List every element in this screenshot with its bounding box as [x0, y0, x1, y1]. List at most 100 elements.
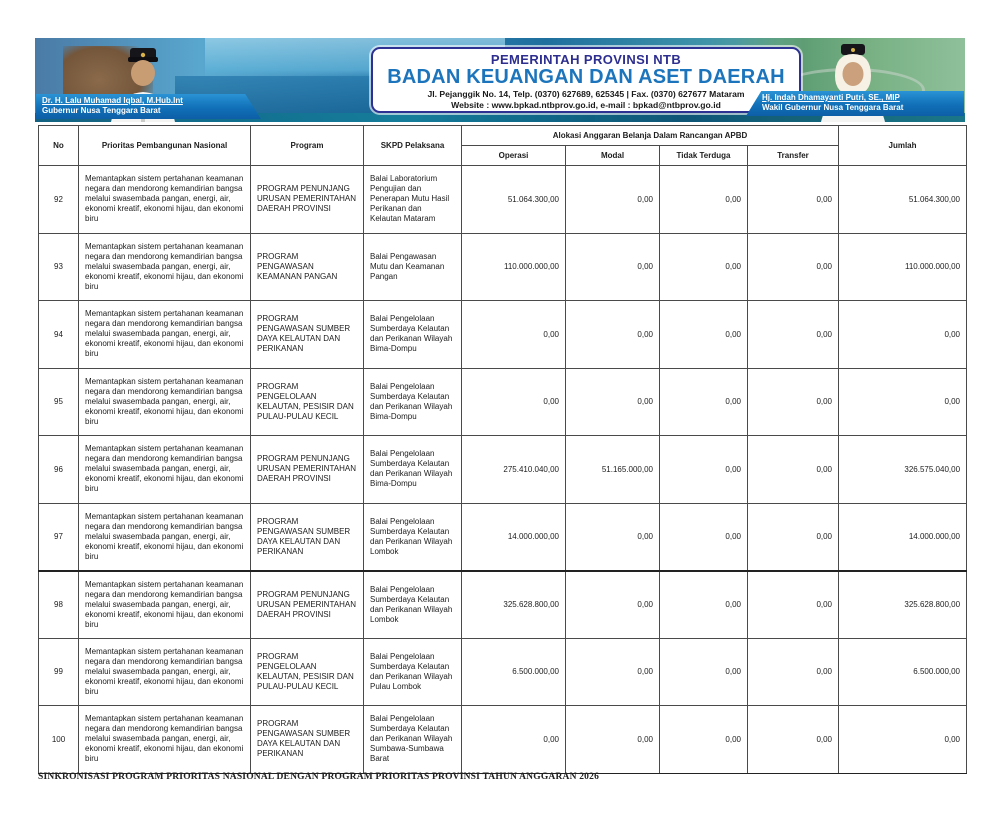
row-transfer: 0,00 — [746, 502, 840, 571]
col-header-program: Program — [250, 125, 364, 166]
row-skpd: Balai Pengelolaan Sumberdaya Kelautan da… — [363, 705, 462, 774]
row-no: 93 — [38, 232, 79, 301]
governor-title: Gubernur Nusa Tenggara Barat — [42, 106, 161, 115]
row-program: PROGRAM PENGAWASAN KEAMANAN PANGAN — [250, 232, 364, 301]
vice-governor-name: Hj. Indah Dhamayanti Putri, SE., MIP — [762, 93, 900, 102]
row-modal: 51.165.000,00 — [565, 435, 660, 504]
table-row: 98 Memantapkan sistem pertahanan keamanan… — [38, 569, 968, 639]
row-modal: 0,00 — [565, 367, 660, 436]
governor-name: Dr. H. Lalu Muhamad Iqbal, M.Hub.Int — [42, 96, 183, 105]
row-program: PROGRAM PENGELOLAAN KELAUTAN, PESISIR DA… — [250, 367, 364, 436]
row-tidak-terduga: 0,00 — [659, 300, 748, 369]
row-skpd: Balai Pengelolaan Sumberdaya Kelautan da… — [363, 637, 462, 706]
row-skpd: Balai Pengelolaan Sumberdaya Kelautan da… — [363, 300, 462, 369]
col-header-alokasi-group: Alokasi Anggaran Belanja Dalam Rancangan… — [460, 125, 840, 146]
budget-table: No Prioritas Pembangunan Nasional Progra… — [38, 125, 968, 774]
row-skpd: Balai Laboratorium Pengujian dan Penerap… — [363, 165, 462, 234]
row-jumlah: 0,00 — [838, 367, 968, 436]
row-no: 92 — [38, 165, 79, 234]
banner-bottom-strip — [35, 113, 965, 122]
table-row: 96 Memantapkan sistem pertahanan keamanan… — [38, 435, 968, 504]
row-prioritas: Memantapkan sistem pertahanan keamanan n… — [78, 232, 251, 301]
agency-website: Website : www.bpkad.ntbprov.go.id, e-mai… — [451, 100, 721, 110]
col-header-jumlah: Jumlah — [838, 125, 968, 166]
letterhead-title-box: PEMERINTAH PROVINSI NTB BADAN KEUANGAN D… — [371, 47, 801, 113]
row-tidak-terduga: 0,00 — [659, 367, 748, 436]
table-row: 100 Memantapkan sistem pertahanan keamana… — [38, 705, 968, 774]
row-jumlah: 325.628.800,00 — [838, 569, 968, 639]
row-program: PROGRAM PENUNJANG URUSAN PEMERINTAHAN DA… — [250, 165, 364, 234]
row-modal: 0,00 — [565, 637, 660, 706]
row-transfer: 0,00 — [746, 300, 840, 369]
table-row: 99 Memantapkan sistem pertahanan keamanan… — [38, 637, 968, 706]
table-row: 94 Memantapkan sistem pertahanan keamanan… — [38, 300, 968, 369]
row-modal: 0,00 — [565, 165, 660, 234]
row-jumlah: 0,00 — [838, 300, 968, 369]
row-prioritas: Memantapkan sistem pertahanan keamanan n… — [78, 367, 251, 436]
row-program: PROGRAM PENGAWASAN SUMBER DAYA KELAUTAN … — [250, 502, 364, 571]
row-prioritas: Memantapkan sistem pertahanan keamanan n… — [78, 300, 251, 369]
row-skpd: Balai Pengawasan Mutu dan Keamanan Panga… — [363, 232, 462, 301]
row-jumlah: 0,00 — [838, 705, 968, 774]
report-footer-caption: SINKRONISASI PROGRAM PRIORITAS NASIONAL … — [38, 772, 600, 782]
row-operasi: 0,00 — [461, 705, 566, 774]
row-operasi: 0,00 — [461, 367, 566, 436]
row-jumlah: 110.000.000,00 — [838, 232, 968, 301]
row-program: PROGRAM PENGELOLAAN KELAUTAN, PESISIR DA… — [250, 637, 364, 706]
row-no: 100 — [38, 705, 79, 774]
row-skpd: Balai Pengelolaan Sumberdaya Kelautan da… — [363, 502, 462, 571]
row-tidak-terduga: 0,00 — [659, 165, 748, 234]
governor-caption: Dr. H. Lalu Muhamad Iqbal, M.Hub.Int Gub… — [36, 94, 261, 119]
government-name: PEMERINTAH PROVINSI NTB — [490, 52, 682, 67]
row-prioritas: Memantapkan sistem pertahanan keamanan n… — [78, 502, 251, 571]
row-no: 97 — [38, 502, 79, 571]
row-no: 95 — [38, 367, 79, 436]
row-tidak-terduga: 0,00 — [659, 435, 748, 504]
row-tidak-terduga: 0,00 — [659, 502, 748, 571]
col-header-tidak-terduga: Tidak Terduga — [659, 145, 748, 166]
row-operasi: 275.410.040,00 — [461, 435, 566, 504]
row-operasi: 110.000.000,00 — [461, 232, 566, 301]
row-program: PROGRAM PENGAWASAN SUMBER DAYA KELAUTAN … — [250, 705, 364, 774]
row-skpd: Balai Pengelolaan Sumberdaya Kelautan da… — [363, 569, 462, 639]
row-jumlah: 14.000.000,00 — [838, 502, 968, 571]
row-jumlah: 51.064.300,00 — [838, 165, 968, 234]
agency-address: Jl. Pejanggik No. 14, Telp. (0370) 62768… — [427, 89, 745, 99]
col-header-no: No — [38, 125, 79, 166]
row-transfer: 0,00 — [746, 367, 840, 436]
row-skpd: Balai Pengelolaan Sumberdaya Kelautan da… — [363, 367, 462, 436]
row-tidak-terduga: 0,00 — [659, 232, 748, 301]
row-program: PROGRAM PENUNJANG URUSAN PEMERINTAHAN DA… — [250, 569, 364, 639]
row-jumlah: 6.500.000,00 — [838, 637, 968, 706]
row-program: PROGRAM PENGAWASAN SUMBER DAYA KELAUTAN … — [250, 300, 364, 369]
row-transfer: 0,00 — [746, 569, 840, 639]
row-no: 96 — [38, 435, 79, 504]
col-header-modal: Modal — [565, 145, 660, 166]
row-prioritas: Memantapkan sistem pertahanan keamanan n… — [78, 569, 251, 639]
row-operasi: 325.628.800,00 — [461, 569, 566, 639]
row-modal: 0,00 — [565, 232, 660, 301]
table-row: 92 Memantapkan sistem pertahanan keamanan… — [38, 165, 968, 234]
row-program: PROGRAM PENUNJANG URUSAN PEMERINTAHAN DA… — [250, 435, 364, 504]
row-prioritas: Memantapkan sistem pertahanan keamanan n… — [78, 705, 251, 774]
row-transfer: 0,00 — [746, 705, 840, 774]
row-prioritas: Memantapkan sistem pertahanan keamanan n… — [78, 637, 251, 706]
row-tidak-terduga: 0,00 — [659, 569, 748, 639]
row-modal: 0,00 — [565, 569, 660, 639]
row-no: 98 — [38, 569, 79, 639]
row-no: 94 — [38, 300, 79, 369]
budget-table-header: No Prioritas Pembangunan Nasional Progra… — [38, 125, 968, 166]
row-tidak-terduga: 0,00 — [659, 705, 748, 774]
vice-governor-caption: Hj. Indah Dhamayanti Putri, SE., MIP Wak… — [746, 91, 964, 116]
row-transfer: 0,00 — [746, 435, 840, 504]
row-modal: 0,00 — [565, 300, 660, 369]
row-tidak-terduga: 0,00 — [659, 637, 748, 706]
row-operasi: 6.500.000,00 — [461, 637, 566, 706]
row-operasi: 14.000.000,00 — [461, 502, 566, 571]
row-operasi: 51.064.300,00 — [461, 165, 566, 234]
row-jumlah: 326.575.040,00 — [838, 435, 968, 504]
col-header-transfer: Transfer — [746, 145, 840, 166]
col-header-prioritas: Prioritas Pembangunan Nasional — [78, 125, 251, 166]
row-transfer: 0,00 — [746, 637, 840, 706]
